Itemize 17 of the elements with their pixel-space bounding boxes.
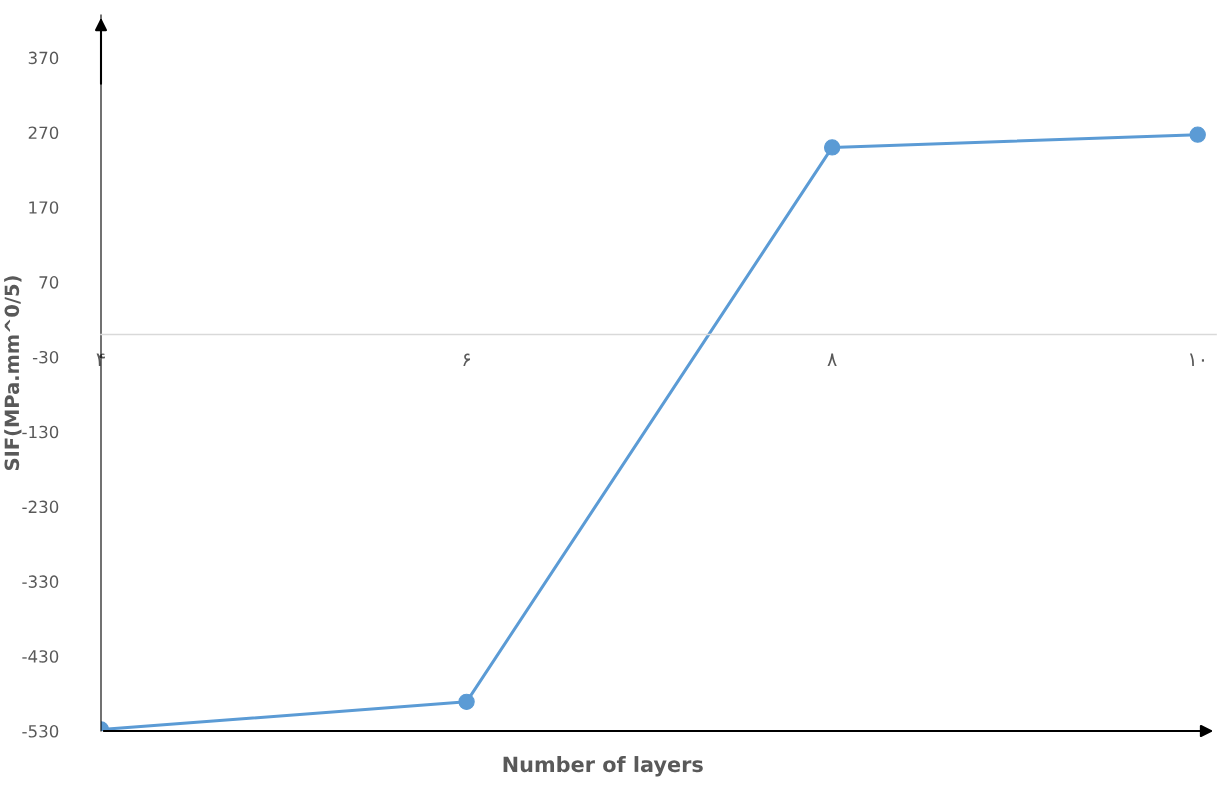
x-axis-title: Number of layers [503,756,703,777]
y-tick-label: -130 [22,425,59,439]
y-tick-label: -30 [32,350,59,364]
x-tick-label: ۱۰ [1189,353,1204,366]
x-tick-label: ۸ [827,353,837,366]
y-tick-label: -430 [22,650,59,663]
x-tick-label: ۶ [463,353,471,366]
point [1189,126,1206,143]
y-axis-title: SIF(MPa.mm^0/5) [4,276,22,471]
y-tick-label: 370 [28,51,59,65]
y-tick-label: -230 [22,500,59,514]
y-tick-label: -530 [22,724,59,738]
y-tick-label: 270 [28,126,59,140]
point [823,139,841,156]
y-tick-label: 70 [39,276,59,289]
y-tick-label: -330 [22,575,59,588]
y-tick-label: 170 [29,201,59,214]
